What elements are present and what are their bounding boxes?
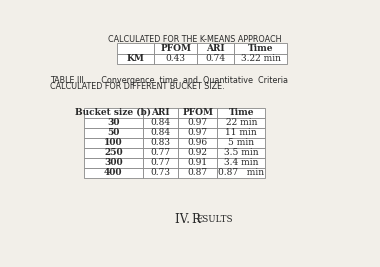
Bar (154, 43, 197, 54)
Bar (197, 54, 234, 64)
Bar (217, 158, 265, 168)
Bar (117, 43, 154, 54)
Text: 0.84: 0.84 (150, 128, 171, 137)
Text: 0.83: 0.83 (150, 138, 171, 147)
Bar (143, 168, 179, 178)
Text: 3.4 min: 3.4 min (224, 158, 258, 167)
Text: 5 min: 5 min (228, 138, 254, 147)
Text: IV.: IV. (176, 213, 205, 226)
Text: 0.91: 0.91 (188, 158, 208, 167)
Bar (234, 54, 287, 64)
Text: 0.74: 0.74 (206, 54, 226, 64)
Bar (117, 54, 154, 64)
Bar (143, 128, 179, 138)
Text: KM: KM (127, 54, 145, 64)
Text: CALCULATED FOR THE K-MEANS APPROACH: CALCULATED FOR THE K-MEANS APPROACH (108, 35, 282, 44)
Bar (84, 117, 143, 128)
Text: 0.84: 0.84 (150, 118, 171, 127)
Bar (234, 43, 287, 54)
Text: 0.77: 0.77 (150, 158, 171, 167)
Bar (143, 117, 179, 128)
Text: 11 min: 11 min (225, 128, 257, 137)
Text: 0.96: 0.96 (188, 138, 208, 147)
Bar (179, 108, 217, 117)
Text: 0.87   min: 0.87 min (218, 168, 264, 177)
Text: 0.97: 0.97 (188, 128, 208, 137)
Bar (143, 148, 179, 158)
Bar (217, 168, 265, 178)
Bar (217, 128, 265, 138)
Text: 0.77: 0.77 (150, 148, 171, 157)
Text: Time: Time (228, 108, 254, 117)
Bar (217, 108, 265, 117)
Bar (217, 117, 265, 128)
Text: 0.87: 0.87 (188, 168, 208, 177)
Text: 0.43: 0.43 (166, 54, 186, 64)
Text: 3.22 min: 3.22 min (241, 54, 280, 64)
Bar (84, 108, 143, 117)
Text: TABLE III.      Convergence  time  and  Quantitative  Criteria: TABLE III. Convergence time and Quantita… (50, 76, 288, 85)
Text: R: R (191, 213, 200, 226)
Text: Bucket size (b): Bucket size (b) (75, 108, 151, 117)
Bar (84, 158, 143, 168)
Text: PFOM: PFOM (182, 108, 213, 117)
Bar (143, 138, 179, 148)
Text: CALCULATED FOR DIFFERENT BUCKET SIZE.: CALCULATED FOR DIFFERENT BUCKET SIZE. (50, 82, 225, 91)
Bar (154, 54, 197, 64)
Bar (197, 43, 234, 54)
Bar (179, 117, 217, 128)
Bar (179, 128, 217, 138)
Bar (179, 138, 217, 148)
Bar (84, 138, 143, 148)
Text: PFOM: PFOM (160, 44, 191, 53)
Text: ARI: ARI (206, 44, 225, 53)
Text: 50: 50 (107, 128, 120, 137)
Bar (179, 168, 217, 178)
Bar (84, 168, 143, 178)
Text: 250: 250 (104, 148, 123, 157)
Text: 0.97: 0.97 (188, 118, 208, 127)
Bar (143, 158, 179, 168)
Text: 22 min: 22 min (225, 118, 257, 127)
Text: ARI: ARI (151, 108, 170, 117)
Text: Time: Time (248, 44, 273, 53)
Bar (217, 138, 265, 148)
Text: 300: 300 (104, 158, 123, 167)
Text: ESULTS: ESULTS (196, 215, 233, 224)
Bar (179, 158, 217, 168)
Bar (179, 148, 217, 158)
Text: 0.73: 0.73 (150, 168, 171, 177)
Bar (143, 108, 179, 117)
Text: 0.92: 0.92 (188, 148, 208, 157)
Text: 100: 100 (104, 138, 123, 147)
Text: 400: 400 (104, 168, 123, 177)
Text: 3.5 min: 3.5 min (224, 148, 258, 157)
Bar (217, 148, 265, 158)
Bar (84, 148, 143, 158)
Bar (84, 128, 143, 138)
Text: 30: 30 (107, 118, 120, 127)
